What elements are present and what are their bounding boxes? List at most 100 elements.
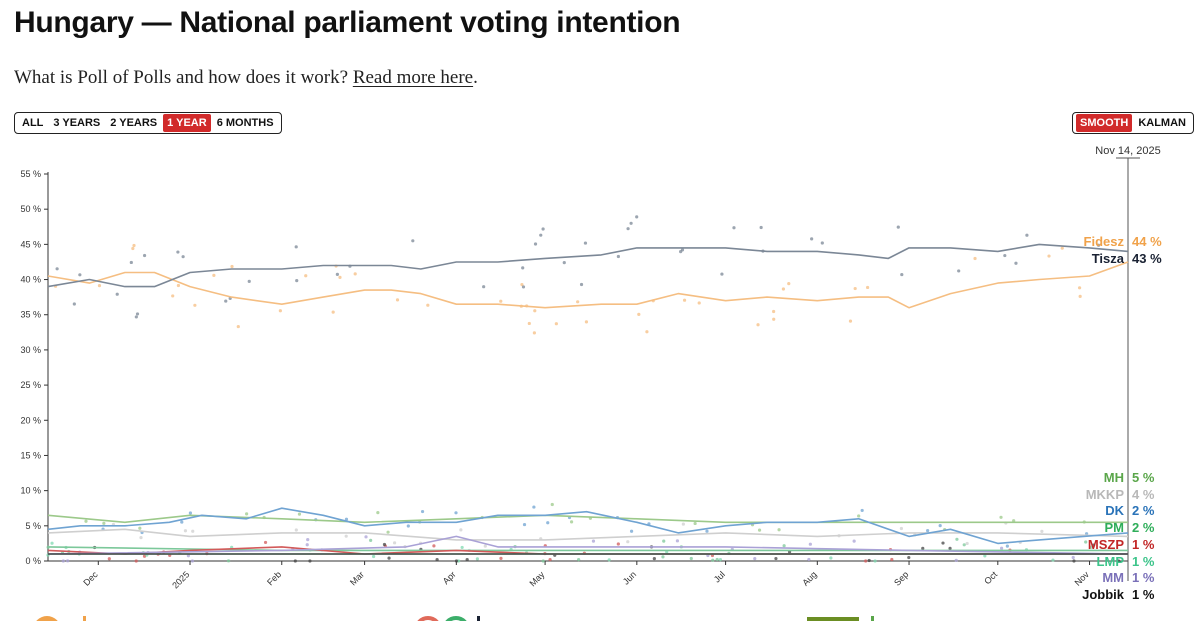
series-value-lmp: 1 %: [1132, 554, 1155, 569]
poll-dot-fidesz: [520, 282, 524, 287]
poll-dot-fidesz: [682, 298, 687, 302]
poll-dot-tisza: [680, 248, 685, 252]
poll-dot-mm: [954, 558, 958, 562]
x-tick-label: Aug: [800, 569, 818, 587]
y-tick-label: 10 %: [20, 486, 41, 496]
poll-dot-fidesz: [132, 243, 136, 248]
poll-dot-mszp: [616, 542, 620, 546]
poll-dot-tisza: [539, 233, 543, 237]
poll-dot-tisza: [820, 241, 824, 245]
poll-dot-mkkp: [681, 522, 685, 526]
poll-dot-fidesz: [1047, 254, 1051, 258]
poll-dot-tisza: [541, 227, 545, 231]
poll-dot-tisza: [732, 226, 736, 230]
range-button-all[interactable]: ALL: [22, 117, 44, 129]
poll-dot-tisza: [482, 285, 486, 289]
poll-dot-pm: [577, 558, 581, 562]
poll-dot-fidesz: [278, 309, 282, 313]
poll-dot-pm: [369, 538, 373, 542]
read-more-link[interactable]: Read more here: [352, 67, 474, 88]
poll-dot-mkkp: [294, 528, 298, 532]
poll-dot-pm: [715, 557, 719, 562]
tisza-logo-icon-2: [445, 616, 467, 621]
range-button-6-months[interactable]: 6 MONTHS: [216, 117, 274, 129]
poll-dot-mkkp: [393, 541, 397, 545]
poll-dot-pm: [711, 558, 715, 562]
poll-dot-mszp: [548, 557, 552, 562]
poll-dot-tisza: [583, 241, 588, 245]
poll-dot-jobbik: [941, 541, 945, 545]
poll-dot-mkkp: [899, 526, 903, 531]
range-button-3-years[interactable]: 3 YEARS: [53, 117, 101, 129]
smoothing-method-selector: SMOOTH KALMAN: [1072, 112, 1194, 134]
poll-dot-mh: [777, 528, 781, 532]
series-label-pm: PM: [1105, 520, 1125, 535]
poll-dot-tisza: [810, 237, 814, 241]
poll-dot-lmp: [475, 557, 480, 561]
series-value-mkkp: 4 %: [1132, 487, 1155, 502]
poll-dot-jobbik: [435, 557, 439, 562]
poll-dot-tisza: [335, 272, 339, 276]
poll-dot-mszp: [499, 556, 503, 561]
poll-dot-mh: [84, 519, 88, 523]
x-tick-label: Nov: [1073, 569, 1092, 588]
series-value-dk: 2 %: [1132, 503, 1155, 518]
poll-dot-dk: [180, 520, 184, 524]
poll-dot-dk: [860, 508, 864, 513]
poll-dot-tisza: [896, 225, 900, 229]
poll-dot-lmp: [607, 558, 611, 562]
poll-dot-tisza: [115, 292, 119, 296]
intro-text: What is Poll of Polls and how does it wo…: [14, 67, 478, 89]
poll-dot-mm: [591, 539, 596, 543]
poll-dot-fidesz: [1060, 246, 1064, 250]
party-legend-strip: [0, 606, 1200, 621]
poll-dot-mszp: [263, 540, 268, 545]
poll-dot-mkkp: [191, 529, 195, 533]
range-button-2-years[interactable]: 2 YEARS: [110, 117, 158, 129]
poll-dot-fidesz: [973, 256, 977, 261]
poll-dot-tisza: [635, 215, 639, 219]
poll-dot-jobbik: [1072, 559, 1076, 563]
poll-dot-mm: [305, 543, 309, 547]
poll-dot-jobbik: [867, 558, 871, 563]
poll-dot-pm: [662, 539, 666, 543]
poll-dot-lmp: [718, 558, 723, 562]
poll-dot-tisza: [411, 239, 415, 243]
poll-dot-pm: [689, 556, 693, 561]
series-label-dk: DK: [1105, 503, 1124, 518]
method-button-kalman[interactable]: KALMAN: [1138, 117, 1186, 129]
poll-dot-lmp: [50, 541, 54, 545]
poll-dot-fidesz: [787, 282, 791, 286]
series-label-mkkp: MKKP: [1086, 487, 1125, 502]
x-tick-label: Dec: [81, 569, 100, 588]
range-button-1-year[interactable]: 1 YEAR: [163, 114, 211, 132]
poll-dot-mh: [376, 511, 380, 515]
poll-dot-jobbik: [465, 558, 469, 562]
poll-dot-fidesz: [499, 299, 503, 303]
y-tick-label: 0 %: [25, 556, 41, 566]
method-button-smooth[interactable]: SMOOTH: [1076, 114, 1133, 132]
poll-dot-jobbik: [948, 546, 952, 550]
poll-dot-tisza: [900, 272, 904, 277]
poll-dot-mm: [186, 554, 190, 558]
y-tick-label: 25 %: [20, 380, 41, 390]
poll-dot-mm: [364, 535, 368, 539]
x-tick-label: 2025: [170, 569, 191, 590]
poll-dot-tisza: [224, 299, 228, 303]
poll-dot-mszp: [890, 557, 894, 562]
poll-dot-mkkp: [483, 544, 487, 548]
legend-strip-graphic: [36, 616, 874, 621]
page-title: Hungary — National parliament voting int…: [14, 6, 681, 39]
poll-dot-jobbik: [1116, 559, 1121, 563]
poll-dot-dk: [188, 511, 193, 515]
y-tick-label: 50 %: [20, 204, 41, 214]
poll-dot-fidesz: [772, 309, 776, 314]
poll-dot-mh: [999, 515, 1003, 519]
poll-dot-fidesz: [426, 303, 430, 307]
poll-dot-lmp: [1089, 545, 1093, 549]
poll-dot-mh: [550, 502, 554, 507]
poll-dot-lmp: [372, 554, 376, 559]
poll-dot-fidesz: [304, 274, 308, 278]
poll-dot-fidesz: [554, 322, 558, 326]
poll-dot-fidesz: [781, 287, 786, 291]
